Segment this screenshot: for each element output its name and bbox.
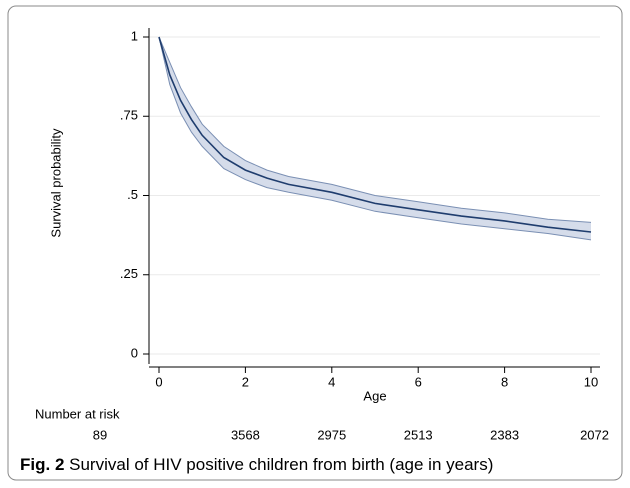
y-axis-label: Survival probability <box>48 128 63 238</box>
x-axis-label: Age <box>363 388 386 403</box>
at-risk-value: 2975 <box>317 427 346 442</box>
y-tick-label: 0 <box>131 345 138 360</box>
x-tick-label: 2 <box>242 374 249 389</box>
at-risk-value: 2072 <box>580 427 609 442</box>
y-tick-label: .25 <box>120 266 138 281</box>
caption-label: Fig. 2 <box>20 455 64 474</box>
y-tick-label: 1 <box>131 28 138 43</box>
at-risk-value: 3568 <box>231 427 260 442</box>
ci-line <box>158 36 592 241</box>
frame <box>7 5 623 481</box>
ci-line <box>158 36 592 223</box>
caption: Fig. 2 Survival of HIV positive children… <box>20 455 493 474</box>
at-risk-value: 2383 <box>490 427 519 442</box>
survival-line <box>158 36 592 233</box>
confidence-band <box>159 37 591 240</box>
at-risk-label: Number at risk <box>35 406 120 421</box>
x-tick-label: 10 <box>584 374 598 389</box>
x-tick-label: 0 <box>155 374 162 389</box>
x-tick-label: 4 <box>328 374 335 389</box>
x-tick-label: 8 <box>501 374 508 389</box>
y-tick-label: .75 <box>120 108 138 123</box>
at-risk-value: 89 <box>93 427 107 442</box>
x-tick-label: 6 <box>415 374 422 389</box>
caption-text: Survival of HIV positive children from b… <box>69 455 493 474</box>
y-tick-label: .5 <box>127 187 138 202</box>
at-risk-value: 2513 <box>404 427 433 442</box>
